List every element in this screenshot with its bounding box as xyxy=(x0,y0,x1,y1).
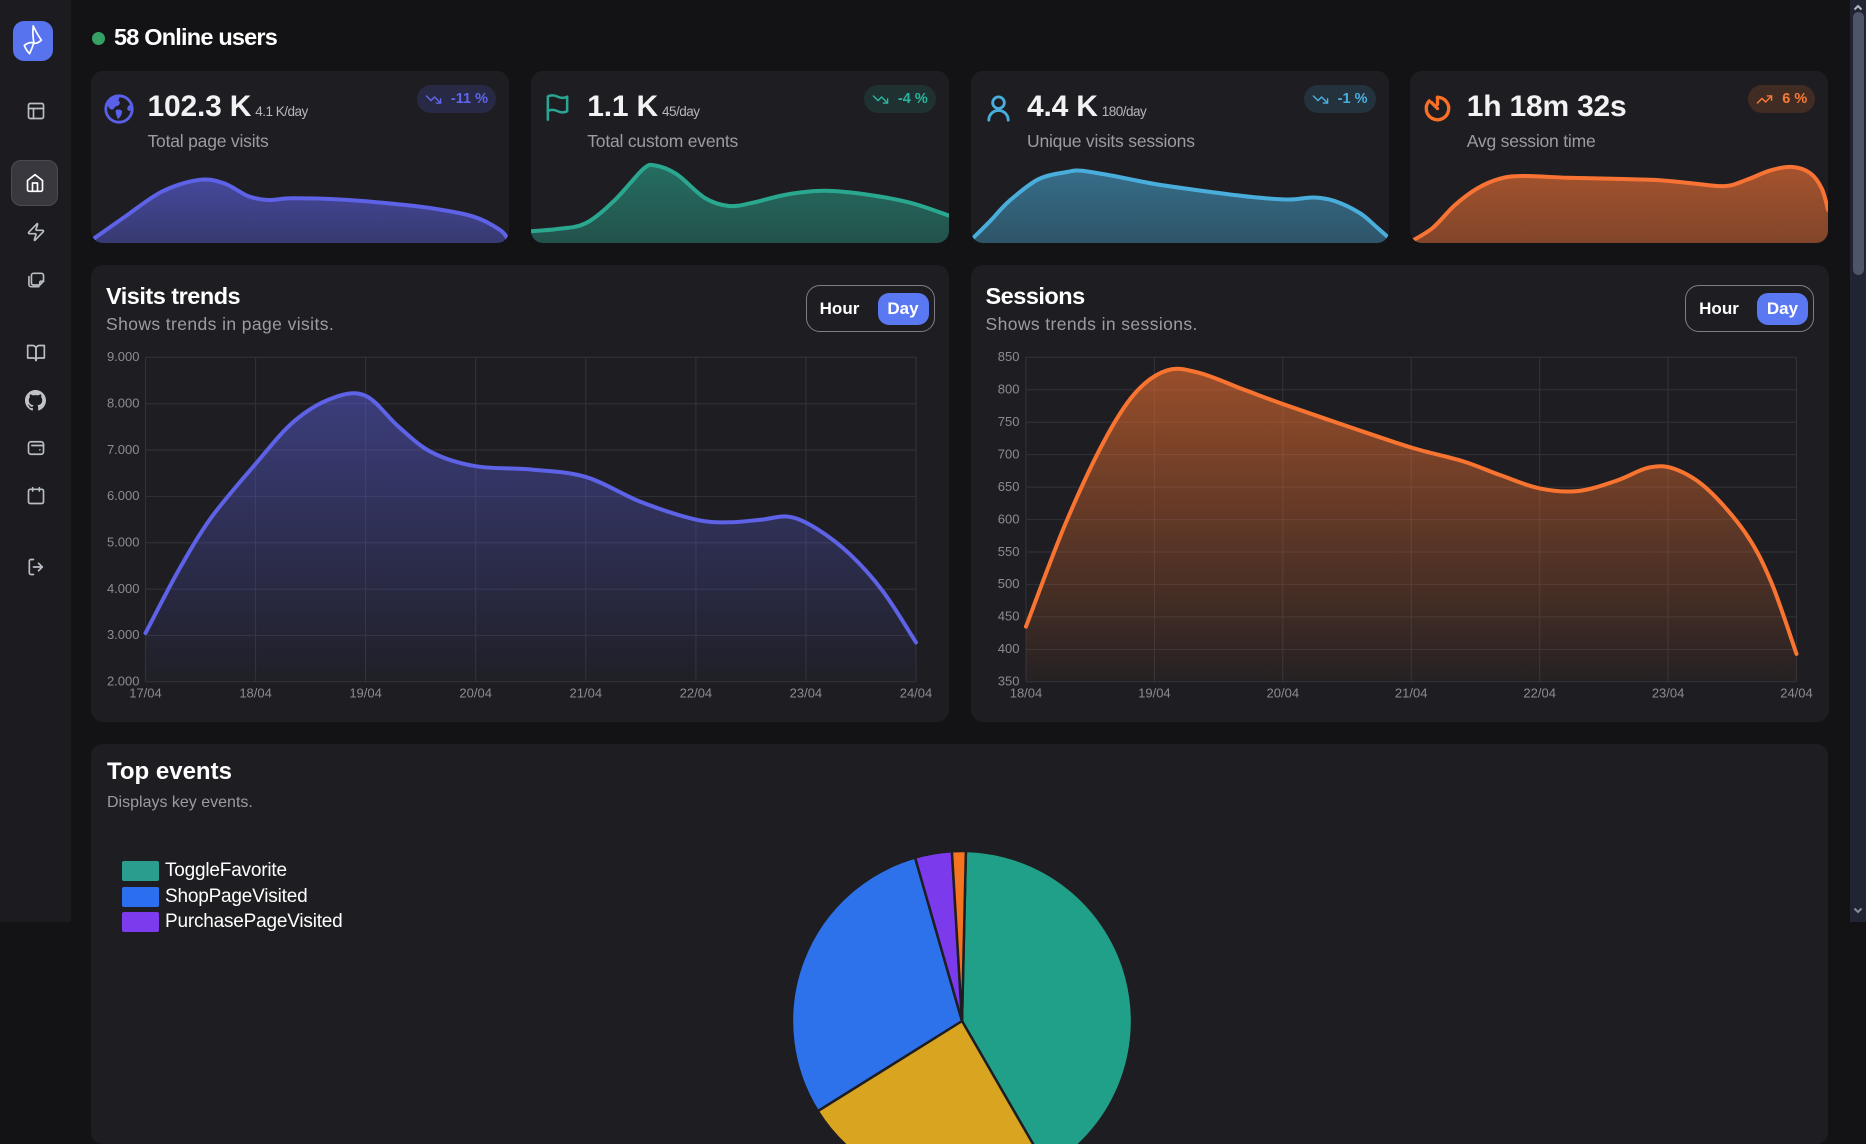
svg-text:19/04: 19/04 xyxy=(349,685,382,700)
svg-text:850: 850 xyxy=(997,349,1019,364)
svg-text:18/04: 18/04 xyxy=(239,685,272,700)
svg-text:550: 550 xyxy=(997,544,1019,559)
svg-text:20/04: 20/04 xyxy=(1266,685,1299,700)
svg-text:24/04: 24/04 xyxy=(1780,685,1813,700)
svg-text:3.000: 3.000 xyxy=(107,627,140,642)
svg-text:22/04: 22/04 xyxy=(680,685,713,700)
svg-text:6.000: 6.000 xyxy=(107,488,140,503)
svg-text:24/04: 24/04 xyxy=(900,685,933,700)
svg-text:2.000: 2.000 xyxy=(107,674,140,689)
svg-text:500: 500 xyxy=(997,576,1019,591)
svg-text:20/04: 20/04 xyxy=(459,685,492,700)
svg-text:400: 400 xyxy=(997,641,1019,656)
svg-text:700: 700 xyxy=(997,446,1019,461)
svg-text:650: 650 xyxy=(997,479,1019,494)
svg-text:21/04: 21/04 xyxy=(1394,685,1427,700)
svg-text:800: 800 xyxy=(997,382,1019,397)
svg-text:8.000: 8.000 xyxy=(107,396,140,411)
svg-text:17/04: 17/04 xyxy=(129,685,162,700)
svg-text:750: 750 xyxy=(997,414,1019,429)
svg-text:22/04: 22/04 xyxy=(1523,685,1556,700)
svg-text:9.000: 9.000 xyxy=(107,349,140,364)
svg-text:600: 600 xyxy=(997,511,1019,526)
svg-text:21/04: 21/04 xyxy=(570,685,603,700)
svg-text:18/04: 18/04 xyxy=(1009,685,1042,700)
svg-text:23/04: 23/04 xyxy=(790,685,823,700)
svg-text:5.000: 5.000 xyxy=(107,535,140,550)
svg-text:450: 450 xyxy=(997,609,1019,624)
svg-text:4.000: 4.000 xyxy=(107,581,140,596)
svg-text:350: 350 xyxy=(997,674,1019,689)
svg-text:19/04: 19/04 xyxy=(1138,685,1171,700)
svg-text:7.000: 7.000 xyxy=(107,442,140,457)
svg-text:23/04: 23/04 xyxy=(1651,685,1684,700)
